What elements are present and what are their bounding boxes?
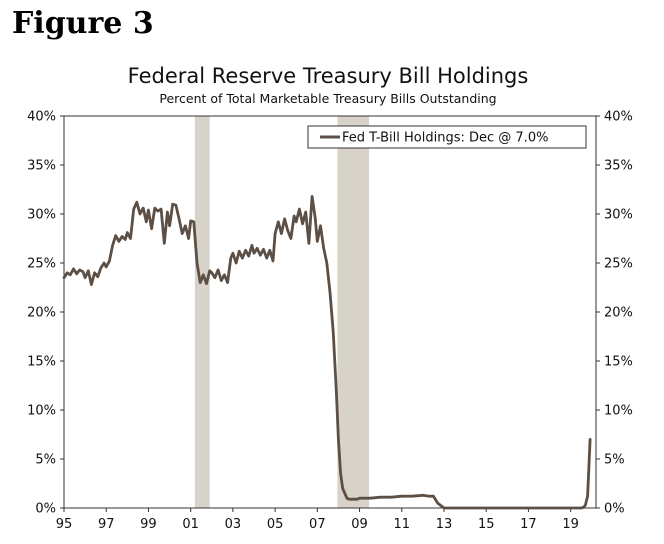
y-tick-label-right: 25%	[604, 257, 633, 272]
legend-label: Fed T-Bill Holdings: Dec @ 7.0%	[342, 131, 548, 146]
x-tick-label: 03	[225, 517, 242, 532]
y-tick-label-right: 15%	[604, 355, 633, 370]
x-tick-label: 15	[478, 517, 495, 532]
y-tick-label-left: 30%	[27, 208, 56, 223]
x-tick-label: 07	[309, 517, 326, 532]
y-tick-label-left: 25%	[27, 257, 56, 272]
y-tick-label-left: 10%	[27, 404, 56, 419]
chart-title: Federal Reserve Treasury Bill Holdings	[128, 64, 529, 88]
y-tick-label-right: 40%	[604, 110, 633, 125]
x-tick-label: 17	[520, 517, 537, 532]
x-tick-label: 97	[98, 517, 115, 532]
axes: 0% 0% 5% 5% 10% 10% 15% 15% 20% 20% 25% 25% 30% 30% 35…	[27, 110, 633, 533]
legend: Fed T-Bill Holdings: Dec @ 7.0%	[307, 125, 587, 149]
y-tick-label-left: 20%	[27, 306, 56, 321]
y-tick-label-right: 30%	[604, 208, 633, 223]
y-tick-label-right: 5%	[604, 453, 625, 468]
plot-frame	[63, 115, 597, 509]
x-tick-label: 95	[56, 517, 73, 532]
y-tick-label-right: 10%	[604, 404, 633, 419]
y-tick-label-right: 35%	[604, 159, 633, 174]
x-tick-label: 19	[562, 517, 579, 532]
y-tick-label-left: 0%	[35, 502, 56, 517]
x-tick-label: 05	[267, 517, 284, 532]
recession-band-1	[194, 116, 210, 508]
y-tick-label-left: 15%	[27, 355, 56, 370]
recession-band-2	[337, 116, 370, 508]
y-tick-label-right: 20%	[604, 306, 633, 321]
series-group	[62, 194, 592, 510]
x-tick-label: 09	[351, 517, 368, 532]
figure-label: Figure 3	[12, 6, 154, 41]
legend-box	[307, 125, 587, 149]
series-line-fed-tbill-holdings	[62, 194, 592, 510]
recession-bands	[194, 116, 370, 508]
x-tick-label: 01	[182, 517, 199, 532]
y-tick-label-right: 0%	[604, 502, 625, 517]
chart-subtitle: Percent of Total Marketable Treasury Bil…	[159, 91, 496, 106]
x-tick-label: 11	[394, 517, 411, 532]
y-tick-label-left: 5%	[35, 453, 56, 468]
y-tick-label-left: 40%	[27, 110, 56, 125]
y-tick-label-left: 35%	[27, 159, 56, 174]
x-tick-label: 99	[140, 517, 157, 532]
x-tick-label: 13	[436, 517, 453, 532]
